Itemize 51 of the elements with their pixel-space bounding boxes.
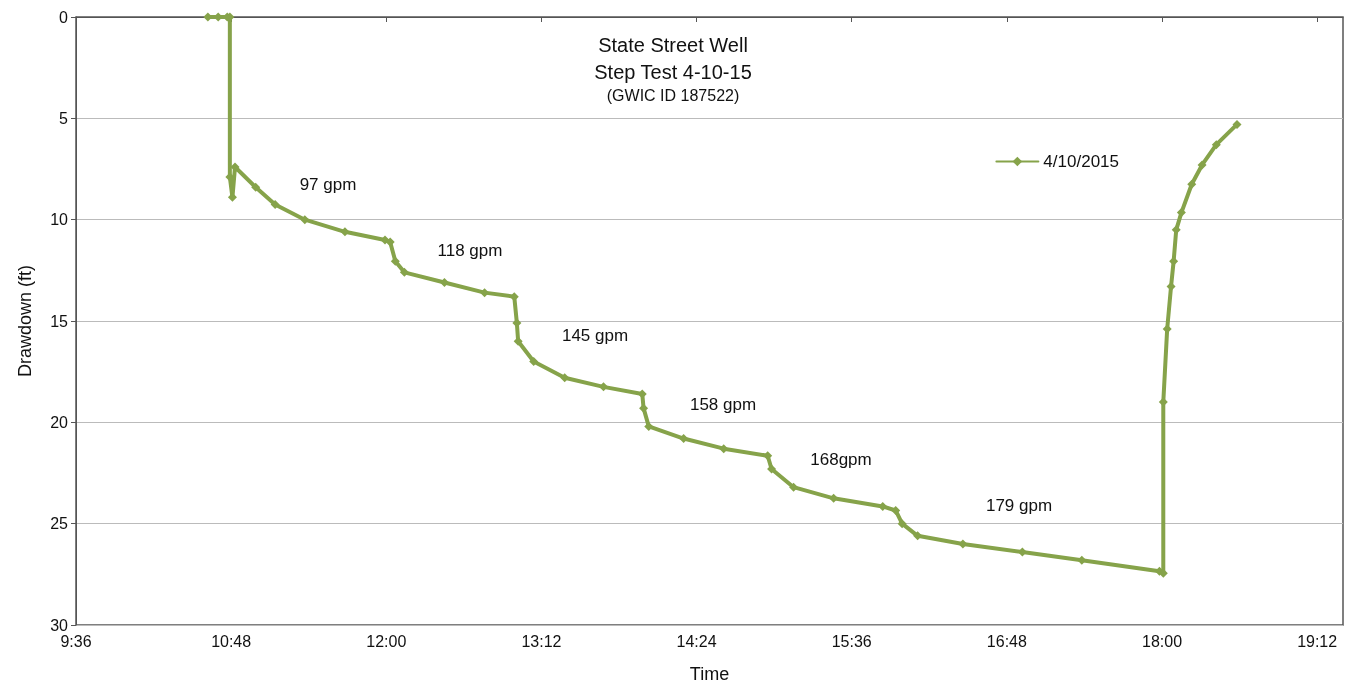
point [340, 227, 350, 237]
y-tick-label: 5 [59, 109, 69, 127]
point [390, 256, 400, 266]
y-tick-label: 10 [50, 211, 69, 229]
y-tick-label: 0 [59, 8, 69, 26]
x-tick-label: 9:36 [60, 632, 92, 650]
point [1176, 208, 1186, 218]
legend-label: 4/10/2015 [1043, 152, 1120, 171]
point [251, 182, 261, 192]
point [719, 444, 729, 454]
x-tick-label: 16:48 [986, 632, 1027, 650]
x-tick-label: 12:00 [366, 632, 407, 650]
point [560, 373, 570, 383]
point [399, 267, 409, 277]
point [1232, 119, 1242, 129]
point [1211, 140, 1221, 150]
point [1197, 160, 1207, 170]
x-tick-label: 19:12 [1297, 632, 1338, 650]
point [385, 237, 395, 247]
y-axis-title: Drawdown (ft) [15, 264, 35, 378]
point [439, 277, 449, 287]
point [679, 434, 689, 444]
x-tick-label: 13:12 [521, 632, 562, 650]
point [958, 539, 968, 549]
y-tick-label: 15 [50, 312, 69, 330]
point [763, 451, 773, 461]
x-tick-label: 15:36 [831, 632, 872, 650]
text: (GWIC ID 187522) [606, 86, 740, 104]
point [529, 357, 539, 367]
annotation: 168gpm [810, 449, 872, 469]
annotation: 118 gpm [437, 240, 503, 260]
point [270, 199, 280, 209]
y-tick-label: 30 [50, 616, 69, 634]
point [897, 519, 907, 529]
point [789, 482, 799, 492]
x-tick-label: 14:24 [676, 632, 717, 650]
x-axis-title: Time [689, 664, 730, 684]
point [891, 505, 901, 515]
text: State Street Well Step Test 4-10-15 [594, 33, 752, 83]
y-tick-label: 20 [50, 413, 69, 431]
point [644, 421, 654, 431]
y-tick-label: 25 [50, 515, 69, 533]
x-tick-label: 18:00 [1141, 632, 1183, 650]
annotation: 158 gpm [689, 394, 757, 414]
x-tick-label: 10:48 [211, 632, 252, 650]
annotation: 97 gpm [299, 174, 357, 194]
annotation: 145 gpm [561, 325, 629, 345]
point [300, 215, 310, 225]
point [767, 464, 777, 474]
point [1187, 179, 1197, 189]
annotation: 179 gpm [985, 495, 1053, 515]
